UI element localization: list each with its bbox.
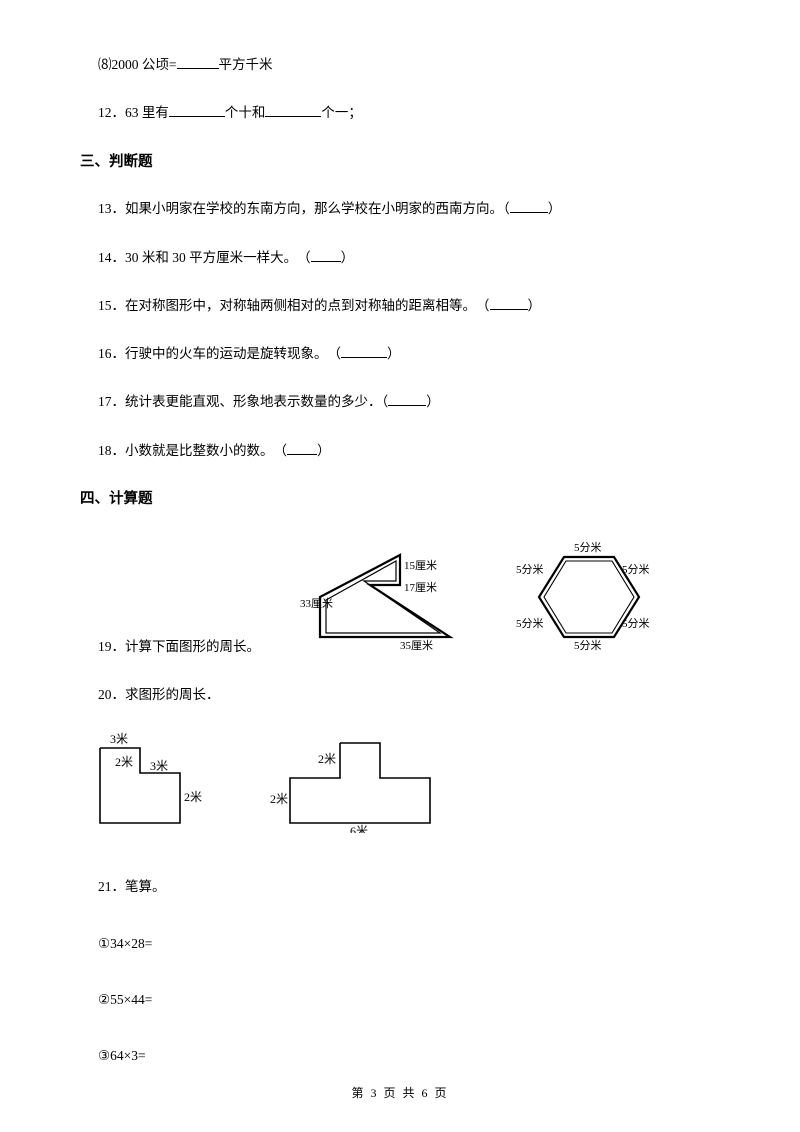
question-12: 12．63 里有 个十和 个一； — [98, 103, 720, 123]
blank-q12-2[interactable] — [265, 103, 321, 117]
question-16: 16．行驶中的火车的运动是旋转现象。 （ ） — [98, 344, 720, 364]
blank-q8[interactable] — [177, 55, 219, 69]
l-label-2m-left: 2米 — [115, 755, 133, 769]
q18-end: ） — [317, 443, 331, 458]
figure-t-shape: 2米 2米 6米 — [270, 723, 450, 839]
footer-total: 6 — [422, 1086, 430, 1100]
q15-text: 15．在对称图形中，对称轴两侧相对的点到对称轴的距离相等。 （ — [98, 298, 490, 313]
blank-q17[interactable] — [388, 392, 426, 406]
hex-label-bl: 5分米 — [516, 617, 544, 630]
footer-a: 第 — [351, 1086, 370, 1100]
q12-c: 个一； — [321, 105, 362, 120]
question-8: ⑻2000 公顷= 平方千米 — [98, 55, 720, 75]
page-footer: 第 3 页 共 6 页 — [0, 1084, 800, 1102]
footer-c: 页 — [430, 1086, 449, 1100]
q18-text: 18．小数就是比整数小的数。 （ — [98, 443, 287, 458]
q8-prefix: ⑻2000 公顷= — [98, 57, 177, 72]
hex-label-bottom: 5分米 — [574, 639, 602, 652]
question-19-text: 19．计算下面图形的周长。 — [98, 637, 260, 663]
question-21-text: 21．笔算。 — [98, 877, 720, 897]
question-14: 14．30 米和 30 平方厘米一样大。 （ ） — [98, 248, 720, 268]
question-20-text: 20．求图形的周长． — [98, 685, 720, 705]
q13-text: 13．如果小明家在学校的东南方向，那么学校在小明家的西南方向。（ — [98, 201, 510, 216]
question-15: 15．在对称图形中，对称轴两侧相对的点到对称轴的距离相等。 （ ） — [98, 296, 720, 316]
blank-q18[interactable] — [287, 441, 317, 455]
t-label-2m-top: 2米 — [318, 752, 336, 766]
blank-q14[interactable] — [311, 248, 341, 262]
question-20-figures: 3米 2米 3米 2米 2米 2米 6米 — [80, 723, 720, 839]
question-13: 13．如果小明家在学校的东南方向，那么学校在小明家的西南方向。（ ） — [98, 199, 720, 219]
q12-a: 12．63 里有 — [98, 105, 169, 120]
label-17cm: 17厘米 — [404, 581, 437, 594]
q14-text: 14．30 米和 30 平方厘米一样大。 （ — [98, 250, 311, 265]
question-17: 17．统计表更能直观、形象地表示数量的多少．（ ） — [98, 392, 720, 412]
calc-2: ②55×44= — [98, 990, 720, 1010]
hex-label-tr: 5分米 — [622, 563, 650, 576]
section-4-title: 四、计算题 — [80, 489, 720, 511]
question-19-row: 19．计算下面图形的周长。 15厘米 17厘米 33厘米 35厘米 5分米 5分… — [98, 537, 720, 663]
l-label-2m-right: 2米 — [184, 790, 202, 804]
question-18: 18．小数就是比整数小的数。 （ ） — [98, 441, 720, 461]
q15-end: ） — [528, 298, 542, 313]
label-33cm: 33厘米 — [300, 597, 333, 610]
label-35cm: 35厘米 — [400, 639, 433, 652]
q16-end: ） — [387, 346, 401, 361]
q12-b: 个十和 — [225, 105, 266, 120]
hex-label-top: 5分米 — [574, 541, 602, 554]
blank-q16[interactable] — [341, 344, 387, 358]
q13-end: ） — [548, 201, 562, 216]
q16-text: 16．行驶中的火车的运动是旋转现象。 （ — [98, 346, 341, 361]
blank-q12-1[interactable] — [169, 103, 225, 117]
figure-l-shape: 3米 2米 3米 2米 — [80, 723, 240, 839]
t-label-6m-bottom: 6米 — [350, 824, 368, 833]
figure-arrow-triangle: 15厘米 17厘米 33厘米 35厘米 — [300, 547, 470, 663]
q8-suffix: 平方千米 — [219, 57, 273, 72]
hex-label-br: 5分米 — [622, 617, 650, 630]
hex-label-tl: 5分米 — [516, 563, 544, 576]
figure-hexagon: 5分米 5分米 5分米 5分米 5分米 5分米 — [514, 537, 664, 663]
q17-end: ） — [426, 394, 440, 409]
section-3-title: 三、判断题 — [80, 152, 720, 174]
t-label-2m-left: 2米 — [270, 792, 288, 806]
label-15cm: 15厘米 — [404, 559, 437, 572]
calc-1: ①34×28= — [98, 934, 720, 954]
blank-q13[interactable] — [510, 199, 548, 213]
q14-end: ） — [341, 250, 355, 265]
l-label-3m-top: 3米 — [110, 732, 128, 746]
footer-b: 页 共 — [378, 1086, 421, 1100]
q17-text: 17．统计表更能直观、形象地表示数量的多少．（ — [98, 394, 388, 409]
l-label-3m-step: 3米 — [150, 759, 168, 773]
calc-3: ③64×3= — [98, 1046, 720, 1066]
blank-q15[interactable] — [490, 296, 528, 310]
